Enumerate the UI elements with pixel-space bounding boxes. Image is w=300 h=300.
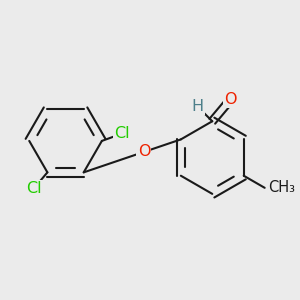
Text: Cl: Cl: [26, 181, 42, 196]
Text: O: O: [138, 144, 150, 159]
Text: Cl: Cl: [114, 126, 130, 141]
Text: H: H: [191, 99, 203, 114]
Text: O: O: [224, 92, 237, 107]
Text: CH₃: CH₃: [268, 180, 295, 195]
